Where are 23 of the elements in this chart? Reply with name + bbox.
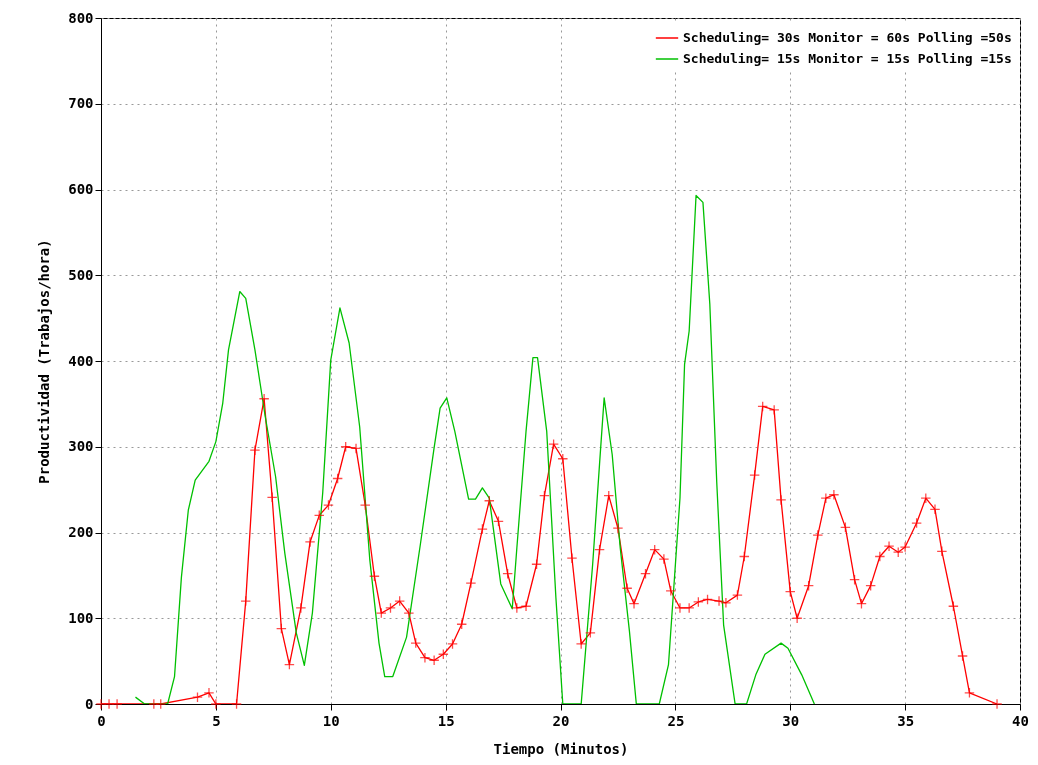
x-tick-label: 5 — [212, 712, 221, 729]
line-series — [134, 194, 816, 704]
x-axis-title: Tiempo (Minutos) — [493, 740, 629, 757]
legend-label: Scheduling= 15s Monitor = 15s Polling =15s — [683, 51, 1012, 66]
x-tick-label: 10 — [322, 712, 340, 729]
y-tick-label: 400 — [68, 352, 94, 369]
x-tick-label: 35 — [897, 712, 915, 729]
x-tick-label: 0 — [97, 712, 106, 729]
y-axis-title: Productividad (Trabajos/hora) — [36, 239, 53, 484]
y-tick-label: 500 — [68, 266, 94, 283]
x-tick-label: 25 — [667, 712, 685, 729]
y-tick-label: 600 — [68, 181, 94, 197]
x-tick-label: 30 — [782, 712, 800, 729]
y-tick-label: 200 — [68, 524, 94, 540]
y-tick-label: 800 — [68, 9, 94, 26]
x-tick-label: 40 — [1012, 712, 1029, 729]
x-tick-label: 20 — [552, 712, 570, 729]
y-tick-label: 0 — [85, 695, 94, 712]
legend-label: Scheduling= 30s Monitor = 60s Polling =50s — [683, 30, 1012, 45]
y-tick-label: 700 — [68, 95, 94, 112]
y-tick-label: 300 — [68, 438, 94, 455]
x-tick-label: 15 — [437, 712, 455, 729]
y-tick-label: 100 — [68, 609, 94, 626]
